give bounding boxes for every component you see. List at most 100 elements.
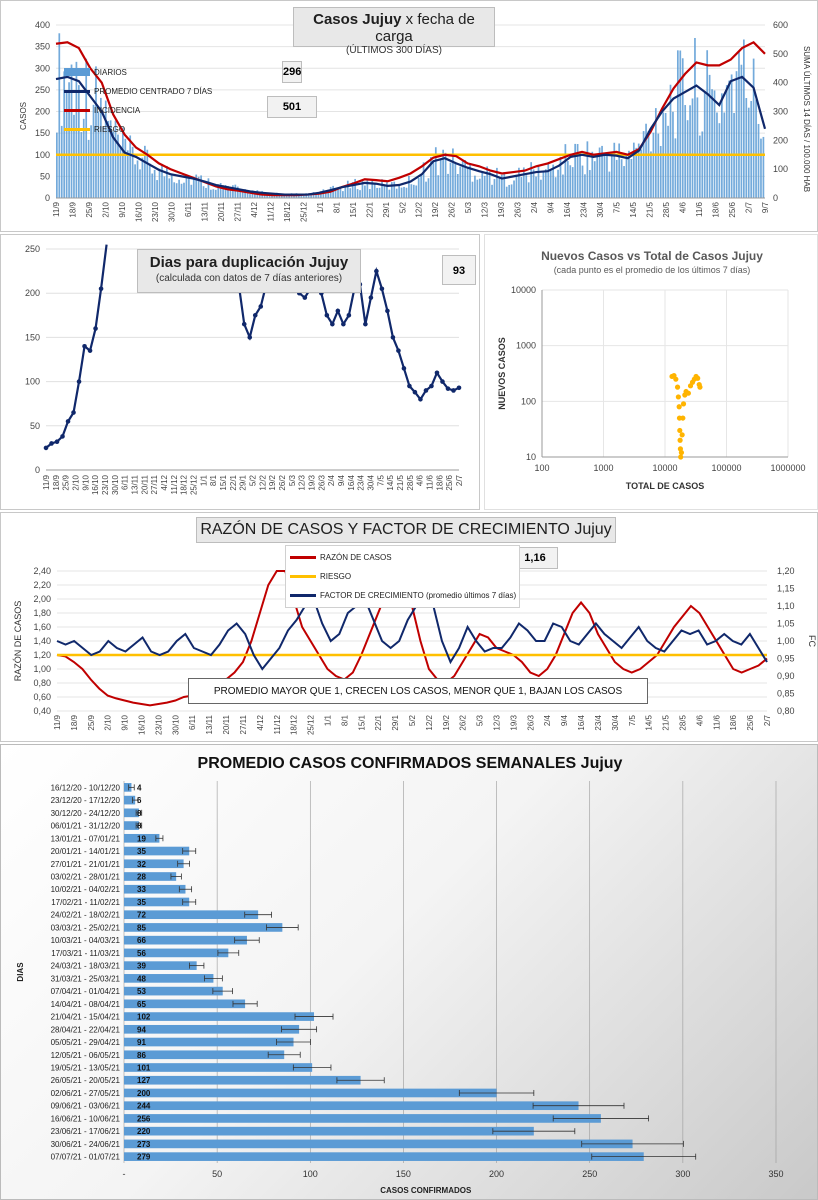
x-tick-label: 9/10 [121, 714, 130, 730]
x-tick-label: 23/4 [580, 201, 589, 217]
daily-bar [80, 132, 83, 198]
daily-bar [498, 178, 501, 198]
category-label: 30/06/21 - 24/06/21 [51, 1140, 121, 1149]
data-label: 102 [137, 1013, 151, 1022]
y-axis-label: RAZÓN DE CASOS [13, 601, 23, 682]
x-tick-label: 26/3 [514, 201, 523, 217]
daily-bar [608, 171, 611, 198]
daily-bar [359, 190, 361, 198]
daily-bar [364, 185, 366, 198]
data-label: 4 [137, 783, 142, 792]
daily-bar [244, 189, 246, 198]
x-tick-label: 5/3 [476, 714, 485, 726]
daily-bar [95, 66, 97, 198]
doubling-point [429, 383, 434, 389]
legend-item-incidence: INCIDENCIA [64, 101, 264, 120]
weekly-bar [124, 948, 229, 958]
daily-bar [684, 105, 687, 198]
x-tick-label: 5/2 [408, 714, 417, 726]
x-tick-label: 16/4 [563, 201, 572, 217]
x-tick-label: 20/11 [140, 474, 149, 494]
weekly-average-chart: - 50 100 150 200 250 300 350 CASOS CONFIRMADOS DI… [16, 781, 784, 1195]
daily-bar [439, 159, 442, 198]
scatter-point [673, 376, 679, 382]
daily-bar [503, 172, 506, 198]
daily-bar [195, 174, 198, 198]
daily-bar [236, 186, 239, 198]
y-tick-label: 1,40 [33, 636, 51, 646]
daily-bar [696, 97, 699, 198]
daily-bar [134, 164, 136, 198]
y2-tick-label: 300 [773, 107, 788, 117]
doubling-point [363, 321, 368, 327]
x-tick-label: 18/12 [180, 474, 189, 495]
data-label: 72 [137, 911, 146, 920]
x-tick-label: 9/7 [761, 201, 770, 213]
doubling-value-box: 93 [442, 255, 476, 285]
x-tick-label: 8/1 [209, 474, 218, 486]
case-ratio-value-box: 1,16 [512, 547, 558, 569]
weekly-bar [124, 1088, 497, 1098]
legend-item-ratio: RAZÓN DE CASOS [290, 548, 515, 567]
category-label: 05/05/21 - 29/04/21 [51, 1038, 121, 1047]
x-tick-label: 13/11 [200, 201, 209, 221]
category-label: 02/06/21 - 27/05/21 [51, 1089, 121, 1098]
daily-bar [571, 167, 574, 198]
daily-bar [87, 139, 90, 198]
daily-bar [657, 133, 660, 198]
data-label: 65 [137, 1000, 146, 1009]
weekly-bar [124, 846, 190, 856]
daily-bar [153, 169, 156, 198]
daily-bar [510, 184, 513, 198]
case-ratio-note: PROMEDIO MAYOR QUE 1, CRECEN LOS CASOS, … [188, 678, 648, 704]
y-tick-label: 0 [45, 193, 50, 203]
weekly-bar [124, 986, 223, 996]
daily-bar [337, 187, 339, 198]
daily-bar [647, 131, 650, 198]
category-label: 13/01/21 - 07/01/21 [51, 834, 121, 843]
daily-bar [339, 187, 342, 198]
data-label: 39 [137, 962, 146, 971]
doubling-point [440, 379, 445, 384]
daily-bar [466, 167, 469, 198]
scatter-point [678, 449, 685, 456]
daily-bar [456, 174, 459, 198]
daily-bar [691, 98, 694, 198]
daily-bar [408, 175, 410, 198]
x-tick-label: 29/1 [391, 714, 400, 730]
x-tick-label: 2/10 [104, 714, 113, 730]
x-tick-label: 18/6 [712, 201, 721, 217]
y2-tick-label: 0,80 [777, 706, 795, 716]
x-tick-label: 15/1 [357, 714, 366, 730]
daily-bar [762, 136, 765, 198]
doubling-title-box: Dias para duplicación Jujuy (calculada c… [137, 249, 361, 293]
x-tick-label: 18/9 [52, 474, 61, 490]
legend-item-average: PROMEDIO CENTRADO 7 DÍAS [64, 82, 264, 101]
x-tick-label: 100000 [711, 463, 741, 473]
x-tick-label: 25/9 [85, 201, 94, 217]
case-ratio-title-box: RAZÓN DE CASOS Y FACTOR DE CRECIMIENTO J… [196, 517, 616, 543]
category-label: 31/03/21 - 25/03/21 [51, 974, 121, 983]
doubling-point [71, 410, 76, 415]
x-tick-label: 200 [489, 1169, 504, 1179]
y2-tick-label: 1,15 [777, 584, 795, 594]
scatter-point [675, 394, 681, 400]
data-label: 35 [137, 847, 146, 856]
x-tick-label: 9/4 [560, 714, 569, 726]
daily-bar [354, 178, 356, 198]
daily-bar [136, 160, 139, 198]
legend-item-risk: RIESGO [64, 120, 264, 139]
daily-bar [740, 64, 743, 198]
daily-bar [366, 179, 369, 198]
daily-bar [718, 123, 721, 198]
daily-bar [107, 120, 110, 198]
x-tick-label: 11/12 [170, 474, 179, 494]
doubling-point [49, 441, 54, 446]
doubling-point [418, 396, 423, 402]
daily-bar [491, 184, 493, 198]
y2-tick-label: 100 [773, 164, 788, 174]
y-tick-label: 1,60 [33, 622, 51, 632]
daily-cases-legend: DIARIOS PROMEDIO CENTRADO 7 DÍAS INCIDEN… [64, 63, 264, 139]
daily-bar [361, 180, 364, 198]
y-tick-label: 2,40 [33, 566, 51, 576]
